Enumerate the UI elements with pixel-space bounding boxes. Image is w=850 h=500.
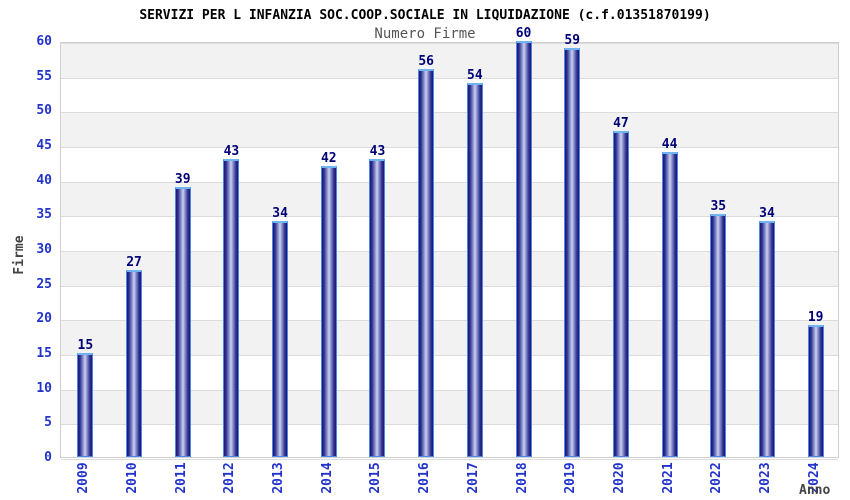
gridline: [61, 77, 838, 79]
plot-area: 15 27 39 43 34 42 43 56 54 60 59 47 44 35 34 19: [60, 26, 839, 460]
bar-value-label: 44: [661, 136, 678, 152]
y-tick-label: 30: [36, 242, 52, 257]
bar-value-label: 43: [369, 143, 386, 159]
x-tick-label: 2012: [222, 462, 238, 494]
bar: [223, 158, 240, 457]
y-tick-label: 60: [36, 34, 52, 49]
gridline: [61, 320, 838, 322]
gridline: [61, 216, 838, 218]
bar: [807, 325, 824, 457]
bar: [320, 165, 337, 457]
plot-band: [61, 43, 838, 78]
bar: [661, 151, 678, 457]
y-tick-label: 55: [36, 68, 52, 84]
bar-value-label: 27: [126, 254, 142, 270]
gridline: [61, 181, 838, 183]
bar: [77, 353, 94, 457]
x-tick-label: 2014: [319, 462, 335, 494]
x-tick-label: 2019: [563, 462, 579, 494]
bar-value-label: 35: [710, 199, 727, 215]
bar: [710, 214, 727, 457]
y-tick-label: 45: [36, 138, 52, 153]
chart-title: SERVIZI PER L INFANZIA SOC.COOP.SOCIALE …: [139, 8, 711, 23]
gridline: [61, 459, 838, 460]
bar: [272, 221, 289, 457]
bar-value-label: 42: [320, 150, 337, 166]
gridline: [61, 43, 838, 44]
x-tick-label: 2018: [514, 462, 530, 494]
gridline: [61, 389, 838, 391]
bar: [758, 221, 775, 457]
bar-value-label: 60: [515, 26, 532, 41]
x-tick-label: 2021: [660, 462, 676, 494]
y-tick-label: 20: [36, 311, 52, 327]
gridline: [61, 355, 838, 356]
x-tick-label: 2020: [611, 462, 627, 494]
x-tick-label: 2013: [271, 462, 287, 494]
y-tick-label: 0: [44, 450, 52, 465]
gridline: [61, 251, 838, 252]
bar-value-label: 39: [174, 171, 191, 187]
bar-value-label: 56: [418, 53, 434, 69]
bar-value-label: 54: [467, 67, 483, 83]
y-tick-label: 15: [36, 346, 52, 361]
y-tick-label: 25: [36, 276, 52, 292]
x-tick-label: 2009: [76, 462, 92, 494]
bar: [466, 82, 483, 457]
x-tick-label: 2010: [125, 462, 141, 494]
bar: [174, 186, 191, 457]
gridline: [61, 285, 838, 287]
y-tick-label: 50: [36, 103, 52, 119]
bar-value-label: 47: [613, 116, 629, 132]
x-tick-label: 2015: [368, 462, 384, 494]
y-tick-label: 5: [44, 415, 52, 431]
y-tick-label: 10: [36, 380, 52, 396]
bar: [418, 68, 435, 457]
bar-value-label: 59: [564, 32, 581, 48]
y-tick-label: 40: [36, 172, 52, 188]
bar: [369, 158, 386, 457]
bar: [612, 131, 629, 457]
x-tick-label: 2017: [465, 462, 481, 494]
bar: [126, 269, 143, 457]
plot-band: [61, 112, 838, 147]
gridline: [61, 147, 838, 148]
bar-value-label: 15: [77, 338, 94, 353]
x-tick-label: 2022: [709, 462, 725, 494]
bar-value-label: 34: [759, 206, 775, 222]
chart-subtitle: Numero Firme: [374, 26, 476, 42]
bar-value-label: 19: [807, 310, 824, 326]
gridline: [61, 112, 838, 114]
y-tick-label: 35: [36, 207, 52, 223]
gridline: [61, 424, 838, 426]
x-tick-label: 2016: [417, 462, 433, 494]
x-tick-label: 2023: [757, 462, 773, 494]
x-axis-title: Anno: [799, 483, 831, 498]
bar-value-label: 34: [272, 206, 288, 222]
bar: [515, 41, 532, 457]
x-tick-label: 2011: [173, 462, 189, 494]
bar: [564, 47, 581, 457]
bar-value-label: 43: [223, 143, 240, 159]
